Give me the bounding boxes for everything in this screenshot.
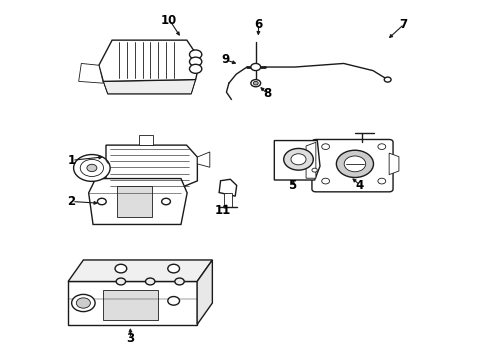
Circle shape — [251, 80, 261, 87]
Polygon shape — [117, 186, 152, 217]
Polygon shape — [79, 63, 103, 83]
Text: 10: 10 — [161, 14, 177, 27]
Polygon shape — [99, 40, 200, 81]
Circle shape — [284, 148, 313, 170]
Polygon shape — [197, 260, 212, 324]
Circle shape — [72, 294, 95, 312]
Circle shape — [116, 278, 125, 285]
Polygon shape — [89, 179, 187, 225]
Circle shape — [80, 159, 103, 176]
Polygon shape — [106, 145, 197, 189]
Circle shape — [322, 178, 330, 184]
Circle shape — [190, 57, 202, 66]
Polygon shape — [219, 179, 237, 196]
Text: 6: 6 — [254, 18, 262, 31]
Text: 8: 8 — [263, 87, 271, 100]
Polygon shape — [224, 193, 232, 207]
Circle shape — [162, 198, 171, 205]
Circle shape — [336, 150, 373, 177]
Polygon shape — [139, 135, 153, 145]
Circle shape — [190, 64, 202, 73]
Circle shape — [87, 164, 97, 172]
Circle shape — [322, 144, 330, 149]
Text: 9: 9 — [221, 53, 230, 66]
Text: 5: 5 — [288, 179, 296, 192]
Circle shape — [168, 297, 179, 305]
Text: 4: 4 — [356, 179, 364, 192]
Circle shape — [384, 77, 391, 82]
Circle shape — [378, 144, 386, 149]
Circle shape — [378, 178, 386, 184]
Circle shape — [253, 81, 258, 85]
Text: 1: 1 — [68, 154, 75, 167]
Polygon shape — [274, 140, 320, 180]
Circle shape — [115, 264, 127, 273]
Circle shape — [76, 298, 90, 308]
Polygon shape — [68, 282, 197, 324]
Polygon shape — [103, 80, 196, 94]
Polygon shape — [103, 290, 158, 320]
Circle shape — [168, 264, 179, 273]
Circle shape — [74, 154, 110, 181]
Circle shape — [251, 63, 261, 71]
Polygon shape — [389, 153, 399, 175]
Circle shape — [98, 198, 106, 205]
Circle shape — [312, 168, 318, 172]
Circle shape — [190, 50, 202, 59]
Text: 2: 2 — [68, 195, 75, 208]
Text: 3: 3 — [126, 332, 134, 345]
Text: 7: 7 — [400, 18, 408, 31]
Circle shape — [146, 278, 155, 285]
FancyBboxPatch shape — [312, 139, 393, 192]
Polygon shape — [68, 260, 212, 282]
Circle shape — [175, 278, 184, 285]
Circle shape — [344, 156, 366, 172]
Circle shape — [291, 154, 306, 165]
Text: 11: 11 — [215, 204, 231, 217]
Polygon shape — [306, 142, 316, 178]
Polygon shape — [197, 152, 210, 167]
